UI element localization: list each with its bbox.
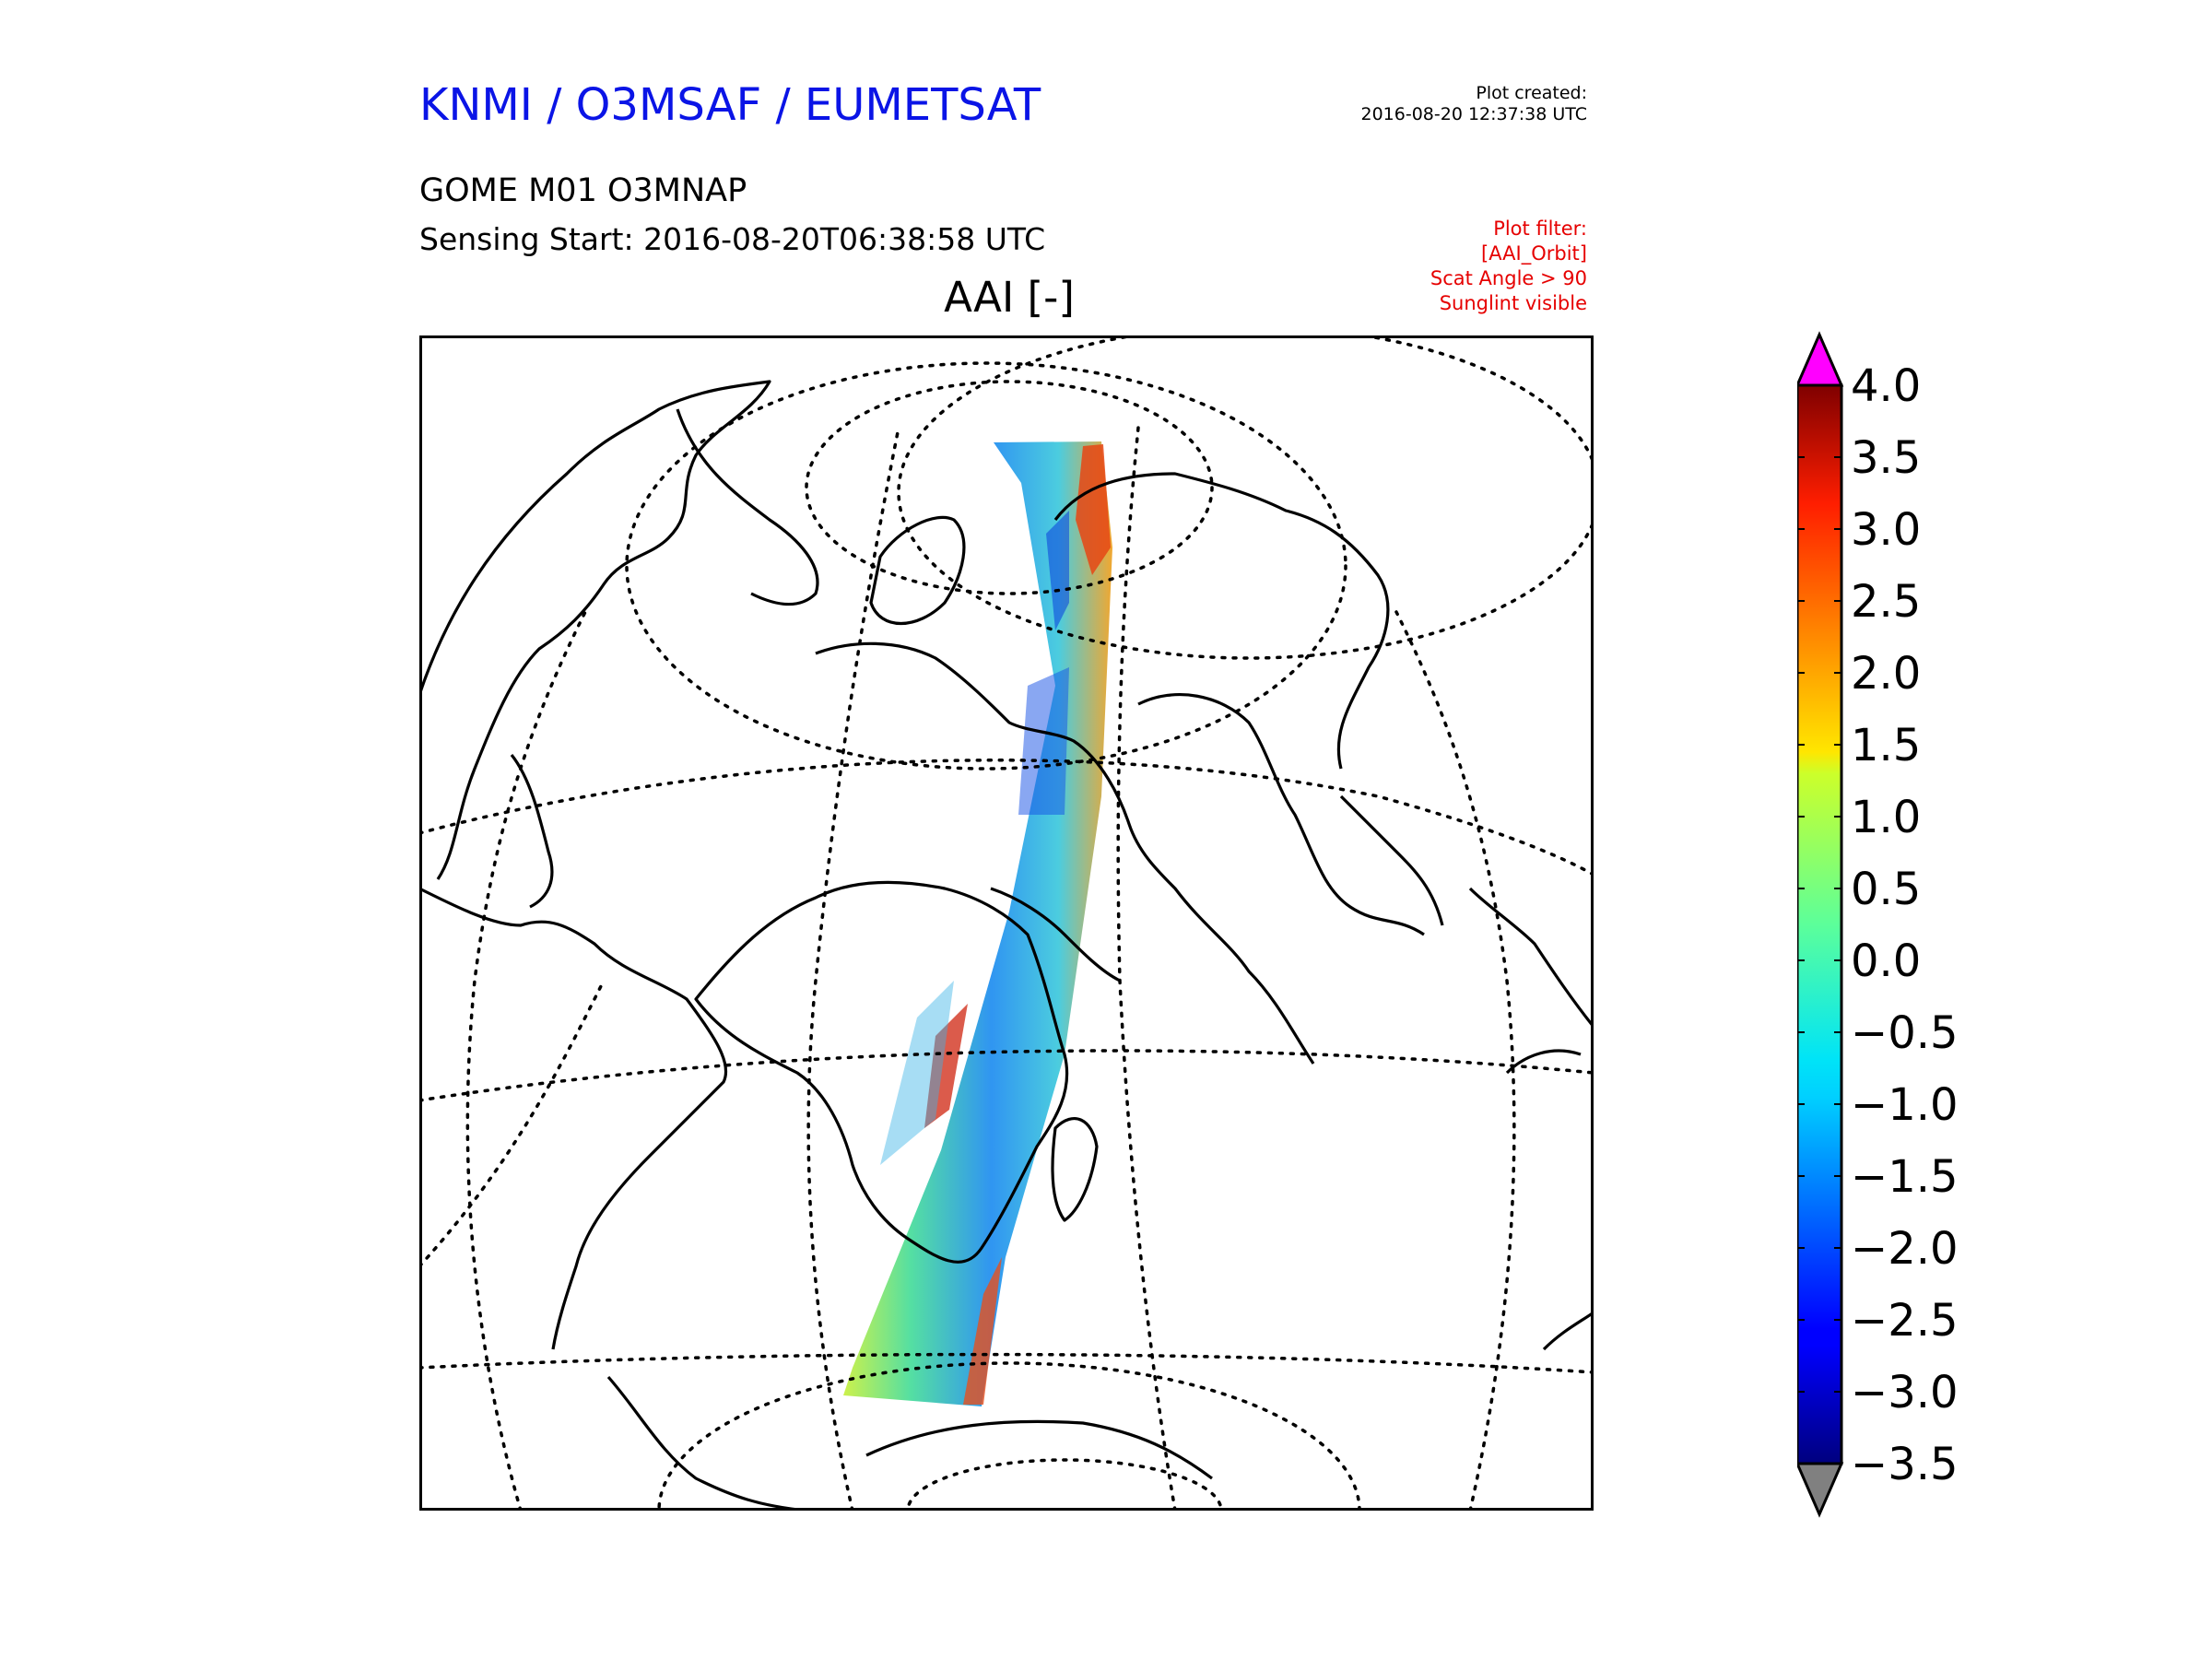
colorbar-tick-label: −2.0	[1851, 1223, 1959, 1275]
sensing-start: Sensing Start: 2016-08-20T06:38:58 UTC	[419, 221, 1046, 257]
colorbar: 4.0 3.5 3.0 2.5 2.0 1.5 1.0 0.5 0.0 −0.5 −1.0 −1.5 −…	[1797, 331, 1959, 1518]
map-frame	[419, 335, 1594, 1511]
plot-created: Plot created: 2016-08-20 12:37:38 UTC	[1361, 83, 1588, 125]
colorbar-tick-label: 1.5	[1851, 720, 1921, 771]
map-title: AAI [-]	[944, 273, 1075, 322]
colorbar-tick-label: −3.0	[1851, 1367, 1959, 1418]
colorbar-tick-label: −2.5	[1851, 1295, 1959, 1347]
colorbar-gradient	[1797, 383, 1843, 1465]
plot-created-time: 2016-08-20 12:37:38 UTC	[1360, 104, 1588, 124]
graticule	[419, 335, 1594, 1511]
colorbar-max-extension	[1797, 331, 1844, 387]
colorbar-tick-label: −3.5	[1851, 1439, 1959, 1490]
colorbar-tick-label: −1.5	[1851, 1151, 1959, 1203]
colorbar-tick-label: 0.5	[1851, 864, 1921, 915]
colorbar-ticks: 4.0 3.5 3.0 2.5 2.0 1.5 1.0 0.5 0.0 −0.5 −1.0 −1.5 −…	[1797, 360, 1959, 1490]
plot-filter-label: Plot filter:	[1493, 218, 1587, 240]
colorbar-tick-label: 2.5	[1851, 576, 1921, 628]
colorbar-tick-label: −1.0	[1851, 1079, 1959, 1131]
colorbar-tick-label: 3.0	[1851, 504, 1921, 556]
colorbar-tick-label: 2.0	[1851, 648, 1921, 700]
orthographic-map	[419, 335, 1594, 1511]
colorbar-tick-label: 4.0	[1851, 360, 1921, 412]
plot-filter: Plot filter: [AAI_Orbit] Scat Angle > 90…	[1430, 217, 1587, 316]
colorbar-tick-label: −0.5	[1851, 1007, 1959, 1059]
plot-filter-sunglint: Sunglint visible	[1439, 292, 1587, 314]
plot-created-label: Plot created:	[1476, 83, 1587, 103]
colorbar-tick-label: 3.5	[1851, 432, 1921, 484]
plot-filter-scat-angle: Scat Angle > 90	[1430, 267, 1587, 289]
colorbar-tick-label: 1.0	[1851, 792, 1921, 843]
aai-swath	[843, 441, 1112, 1406]
colorbar-tick-label: 0.0	[1851, 935, 1921, 987]
plot-filter-orbit: [AAI_Orbit]	[1481, 242, 1587, 265]
colorbar-min-extension	[1797, 1462, 1844, 1518]
coastlines	[419, 380, 1594, 1511]
organization-title: KNMI / O3MSAF / EUMETSAT	[419, 79, 1041, 131]
product-name: GOME M01 O3MNAP	[419, 172, 747, 209]
